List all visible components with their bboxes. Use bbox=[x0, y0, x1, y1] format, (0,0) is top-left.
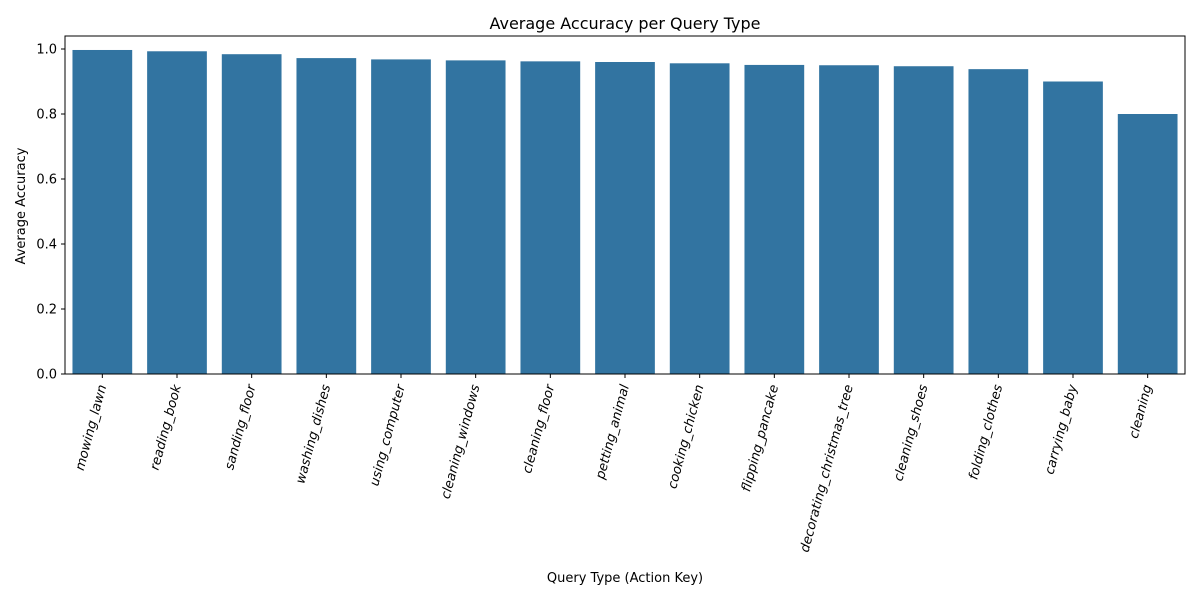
plot-frame bbox=[64, 35, 1186, 375]
x-tick-label: washing_dishes bbox=[293, 383, 334, 485]
y-tick-label: 0.6 bbox=[36, 173, 57, 188]
y-axis-label: Average Accuracy bbox=[14, 147, 29, 264]
x-tick-label: reading_book bbox=[148, 383, 185, 472]
x-tick-label: cleaning_shoes bbox=[891, 383, 931, 483]
x-tick-label: cleaning_floor bbox=[520, 382, 559, 476]
bar-flipping_pancake bbox=[744, 64, 805, 375]
bar-cleaning_floor bbox=[520, 61, 581, 374]
bar-petting_animal bbox=[595, 62, 655, 374]
y-tick-label: 0.2 bbox=[36, 303, 57, 318]
bar-using_computer bbox=[371, 59, 431, 375]
bar-reading_book bbox=[147, 51, 207, 374]
x-tick-label: cleaning bbox=[1127, 383, 1156, 440]
bar-decorating_christmas_tree bbox=[819, 65, 879, 374]
bar-sanding_floor bbox=[221, 54, 282, 374]
bar-folding_clothes bbox=[968, 69, 1029, 375]
x-tick-label: flipping_pancake bbox=[739, 383, 782, 493]
bar-washing_dishes bbox=[296, 58, 357, 374]
bars-group bbox=[72, 49, 1178, 375]
x-axis: mowing_lawn reading_book sanding_floor wash… bbox=[73, 374, 1156, 554]
y-axis: 0.0 0.2 0.4 0.6 0.8 1.0 bbox=[36, 43, 65, 383]
x-tick-label: cleaning_windows bbox=[439, 383, 484, 501]
bar-cleaning bbox=[1117, 114, 1178, 374]
y-tick-label: 1.0 bbox=[36, 43, 57, 58]
y-tick-label: 0.0 bbox=[36, 368, 57, 383]
x-tick-label: decorating_christmas_tree bbox=[798, 383, 857, 554]
bar-cleaning_windows bbox=[445, 60, 506, 375]
y-tick-label: 0.8 bbox=[36, 108, 57, 123]
x-axis-label: Query Type (Action Key) bbox=[547, 571, 703, 586]
bar-carrying_baby bbox=[1043, 81, 1103, 374]
bar-cleaning_shoes bbox=[893, 66, 954, 374]
x-tick-label: mowing_lawn bbox=[73, 383, 110, 472]
x-tick-label: using_computer bbox=[367, 382, 409, 488]
x-tick-label: carrying_baby bbox=[1042, 383, 1080, 476]
x-tick-label: petting_animal bbox=[593, 383, 633, 482]
chart-title: Average Accuracy per Query Type bbox=[489, 14, 760, 33]
y-tick-label: 0.4 bbox=[36, 238, 57, 253]
bar-mowing_lawn bbox=[72, 49, 133, 374]
x-tick-label: folding_clothes bbox=[966, 383, 1006, 482]
bar-cooking_chicken bbox=[669, 63, 730, 375]
x-tick-label: cooking_chicken bbox=[665, 383, 707, 490]
x-tick-label: sanding_floor bbox=[222, 382, 260, 472]
